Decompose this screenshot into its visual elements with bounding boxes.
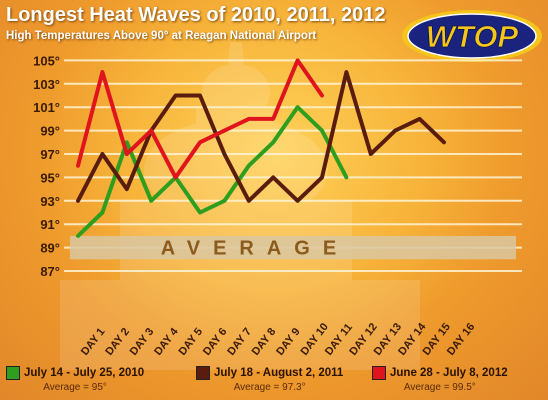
y-tick-label: 91° bbox=[40, 217, 60, 232]
legend-average-2012: Average = 99.5° bbox=[403, 382, 476, 393]
legend-average-2010: Average = 95° bbox=[43, 382, 107, 393]
x-tick-label: DAY 2 bbox=[103, 326, 132, 358]
x-tick-label: DAY 5 bbox=[177, 326, 206, 358]
y-tick-label: 103° bbox=[33, 77, 60, 92]
y-tick-label: 93° bbox=[40, 194, 60, 209]
y-tick-label: 97° bbox=[40, 147, 60, 162]
legend-item-2011: July 18 - August 2, 2011 Average = 97.3° bbox=[196, 366, 343, 393]
y-tick-label: 101° bbox=[33, 100, 60, 115]
legend-average-2011: Average = 97.3° bbox=[233, 382, 306, 393]
x-tick-label: DAY 7 bbox=[225, 326, 254, 358]
legend-label-2010: July 14 - July 25, 2010 bbox=[24, 367, 145, 379]
y-tick-label: 105° bbox=[33, 53, 60, 68]
y-tick-label: 87° bbox=[40, 264, 60, 279]
y-tick-label: 95° bbox=[40, 170, 60, 185]
legend-swatch-2010 bbox=[6, 366, 20, 380]
chart-title: Longest Heat Waves of 2010, 2011, 2012 bbox=[6, 4, 386, 26]
legend-item-2010: July 14 - July 25, 2010 Average = 95° bbox=[6, 366, 144, 393]
line-chart: AVERAGE 87° 89° 91° 93° 95° 97° 99° 101° 103° 105… bbox=[33, 53, 522, 358]
x-tick-label: DAY 8 bbox=[250, 326, 279, 358]
legend-item-2012: June 28 - July 8, 2012 Average = 99.5° bbox=[372, 366, 508, 393]
y-tick-label: 99° bbox=[40, 124, 60, 139]
x-tick-label: DAY 3 bbox=[128, 326, 157, 358]
y-axis-tick-labels: 87° 89° 91° 93° 95° 97° 99° 101° 103° 105° bbox=[33, 53, 60, 279]
x-tick-label: DAY 9 bbox=[274, 326, 303, 358]
legend: July 14 - July 25, 2010 Average = 95° Ju… bbox=[0, 366, 548, 400]
series-line-1 bbox=[76, 70, 446, 203]
average-band-label: AVERAGE bbox=[161, 238, 349, 260]
chart-subtitle: High Temperatures Above 90° at Reagan Na… bbox=[6, 30, 317, 42]
series-line-2 bbox=[76, 58, 324, 180]
legend-label-2012: June 28 - July 8, 2012 bbox=[390, 367, 508, 379]
legend-label-2011: July 18 - August 2, 2011 bbox=[214, 367, 344, 379]
series-lines bbox=[76, 58, 446, 238]
average-band-rect bbox=[70, 235, 516, 260]
wtop-logo: WTOP bbox=[402, 10, 542, 62]
x-tick-label: DAY 4 bbox=[152, 325, 181, 358]
logo-text: WTOP bbox=[426, 19, 519, 54]
x-tick-label: DAY 1 bbox=[79, 326, 108, 358]
x-tick-label: DAY 6 bbox=[201, 326, 230, 358]
series-line-0 bbox=[76, 105, 349, 238]
y-tick-label: 89° bbox=[40, 241, 60, 256]
legend-swatch-2012 bbox=[372, 366, 386, 380]
average-band: AVERAGE bbox=[70, 235, 516, 260]
title-block: Longest Heat Waves of 2010, 2011, 2012 H… bbox=[6, 4, 385, 42]
legend-swatch-2011 bbox=[196, 366, 210, 380]
